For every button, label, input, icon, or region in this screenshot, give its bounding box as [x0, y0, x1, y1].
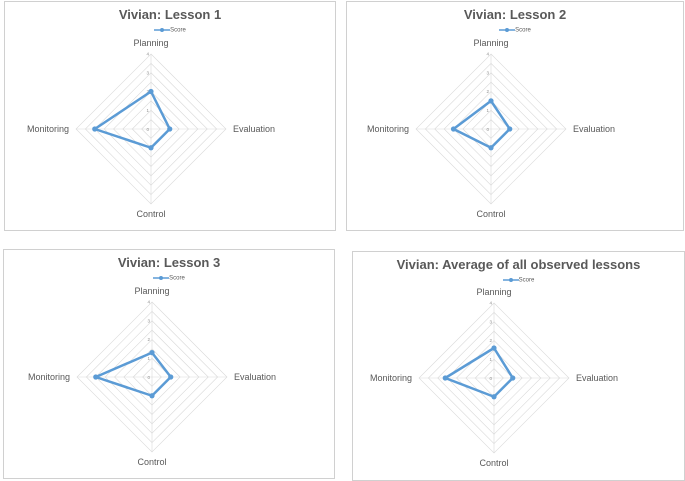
category-label: Monitoring — [28, 372, 70, 382]
data-point — [148, 88, 154, 95]
category-label: Evaluation — [233, 124, 275, 134]
chart-title: Vivian: Lesson 3 — [117, 255, 221, 270]
data-point — [450, 126, 457, 132]
data-point — [488, 98, 494, 104]
tick-label: 2 — [146, 89, 149, 94]
radar-plot: 0 1 2 3 4 Planning Evaluation Control Monitoring — [27, 38, 275, 219]
chart-title: Vivian: Lesson 2 — [463, 7, 567, 22]
radar-plot: 0 1 2 3 4 Planning Evaluation Control Monitoring — [370, 287, 618, 468]
radar-plot: 0 1 2 3 4 Planning Evaluation Control Monitoring — [28, 286, 276, 467]
category-label: Control — [136, 209, 165, 219]
data-point — [168, 374, 174, 380]
category-label: Evaluation — [573, 124, 615, 134]
tick-label: 4 — [486, 52, 489, 57]
legend-marker-icon — [499, 28, 516, 32]
data-point — [167, 126, 173, 132]
legend-marker-icon — [154, 28, 171, 32]
tick-label: 2 — [147, 337, 150, 342]
category-label: Monitoring — [367, 124, 409, 134]
data-point — [148, 145, 154, 151]
tick-label: 0 — [146, 127, 149, 132]
chart-lesson-2: Vivian: Lesson 2 Score 0 1 2 3 4 Planning Eval… — [346, 1, 684, 231]
tick-label: 4 — [146, 52, 149, 57]
category-label: Planning — [134, 286, 169, 296]
legend: Score — [4, 274, 334, 283]
legend: Score — [347, 26, 683, 35]
tick-label: 3 — [486, 70, 489, 75]
legend-label: Score — [518, 277, 535, 284]
tick-label: 3 — [489, 319, 492, 324]
tick-label: 0 — [147, 375, 150, 380]
legend-label: Score — [170, 27, 186, 34]
legend-marker-icon — [153, 276, 170, 280]
category-label: Planning — [473, 38, 508, 48]
category-label: Control — [476, 209, 505, 219]
series-line — [452, 99, 511, 149]
legend-label: Score — [169, 275, 185, 282]
category-label: Evaluation — [234, 372, 276, 382]
chart-title: Vivian: Lesson 1 — [118, 7, 222, 22]
category-label: Monitoring — [370, 373, 412, 383]
category-label: Planning — [476, 287, 511, 297]
category-label: Control — [479, 458, 508, 468]
tick-label: 2 — [486, 89, 489, 94]
category-label: Monitoring — [27, 124, 69, 134]
data-point — [149, 393, 155, 399]
data-point — [92, 126, 98, 132]
data-point — [93, 374, 99, 380]
legend-marker-icon — [502, 278, 519, 282]
data-point — [488, 145, 494, 151]
data-point — [491, 394, 497, 400]
tick-label: 3 — [147, 318, 150, 323]
tick-label: 1 — [486, 108, 489, 113]
legend: Score — [5, 26, 335, 35]
data-point — [507, 126, 513, 132]
category-label: Control — [137, 457, 166, 467]
legend-label: Score — [515, 27, 531, 34]
tick-label: 4 — [147, 300, 150, 305]
chart-lesson-3: Vivian: Lesson 3 Score 0 1 2 3 4 Planning Eval… — [3, 249, 335, 479]
tick-label: 3 — [146, 70, 149, 75]
tick-label: 0 — [486, 127, 489, 132]
data-point — [149, 350, 155, 356]
tick-label: 2 — [489, 338, 492, 343]
chart-title: Vivian: Average of all observed lessons — [396, 257, 641, 272]
tick-label: 1 — [489, 357, 492, 362]
tick-label: 0 — [489, 376, 492, 381]
category-label: Evaluation — [576, 373, 618, 383]
tick-label: 4 — [489, 301, 492, 306]
data-point — [442, 375, 448, 381]
data-point — [491, 345, 497, 351]
tick-label: 1 — [146, 108, 149, 113]
legend: Score — [353, 276, 684, 285]
data-point — [510, 375, 516, 381]
chart-lesson-1: Vivian: Lesson 1 Score 0 1 2 3 4 Planning Eval… — [4, 1, 336, 231]
chart-average: Vivian: Average of all observed lessons … — [352, 251, 685, 481]
category-label: Planning — [133, 38, 168, 48]
series-line — [94, 351, 172, 397]
tick-label: 1 — [147, 356, 150, 361]
radar-plot: 0 1 2 3 4 Planning Evaluation Control Monitoring — [367, 38, 615, 219]
